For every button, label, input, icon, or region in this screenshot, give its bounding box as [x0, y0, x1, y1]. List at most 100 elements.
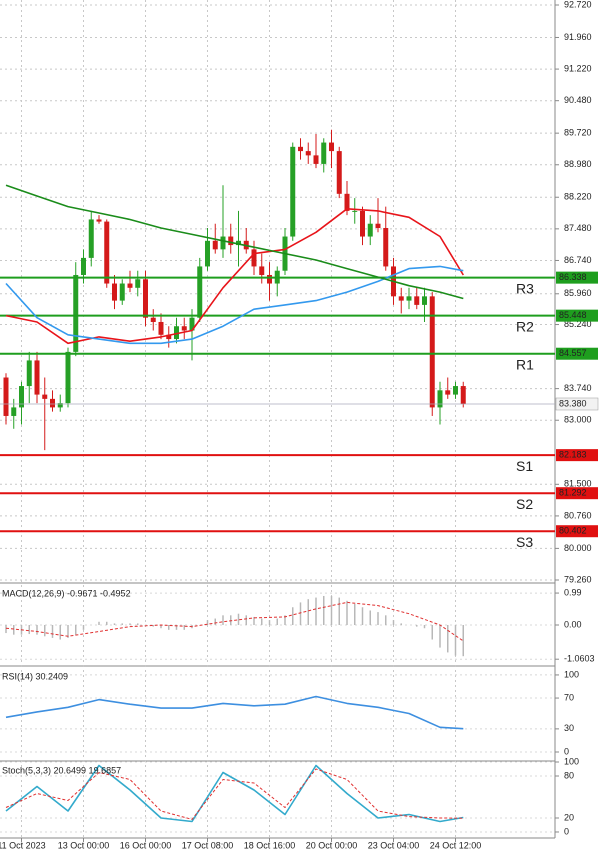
- y-tick-label: 80.000: [564, 543, 592, 553]
- candle-body: [267, 274, 272, 284]
- level-price-box: [556, 449, 598, 462]
- x-tick-label: 18 Oct 16:00: [244, 840, 296, 850]
- level-price-box: [556, 347, 598, 360]
- y-tick-label: 83.000: [564, 415, 592, 425]
- candle-body: [228, 236, 234, 246]
- x-tick-label: 23 Oct 04:00: [368, 840, 420, 850]
- level-price: 85.448: [559, 310, 587, 320]
- panel-title: Stoch(5,3,3) 20.6499 19.6857: [2, 765, 121, 775]
- candle-body: [251, 249, 257, 267]
- level-name: R1: [516, 356, 534, 372]
- y-tick-label: 100: [564, 669, 579, 679]
- y-tick-label: 91.960: [564, 32, 592, 42]
- panel-title: RSI(14) 30.2409: [2, 671, 68, 681]
- y-tick-label: 88.980: [564, 159, 592, 169]
- candle-body: [11, 407, 17, 416]
- level-name: S2: [516, 496, 533, 512]
- candle-body: [143, 279, 148, 318]
- candle-body: [73, 274, 79, 352]
- candle-body: [88, 219, 94, 258]
- y-tick-label: 86.740: [564, 255, 592, 265]
- indicator-line: [5, 695, 464, 730]
- indicator-line: [5, 265, 464, 345]
- candle-body: [174, 326, 179, 340]
- indicator-line: [5, 208, 464, 345]
- candle-body: [414, 296, 420, 305]
- level-name: R2: [516, 318, 534, 334]
- y-tick-label: 91.220: [564, 63, 592, 73]
- candle-body: [189, 317, 195, 331]
- candle-body: [197, 266, 203, 318]
- y-tick-label: 87.480: [564, 223, 592, 233]
- candle-body: [166, 334, 172, 340]
- candle-body: [406, 296, 412, 301]
- candle-body: [429, 296, 435, 408]
- candle-body: [65, 351, 71, 404]
- y-tick-label: 92.720: [564, 0, 592, 9]
- y-tick-label: 70: [564, 692, 574, 702]
- candle-body: [367, 223, 373, 237]
- candle-body: [383, 227, 389, 267]
- candle-body: [205, 240, 210, 267]
- y-tick-label: 85.960: [564, 288, 592, 298]
- candle-body: [135, 279, 141, 288]
- candle-body: [437, 390, 443, 408]
- signal-line: [5, 768, 464, 820]
- y-tick-label: 80.760: [564, 510, 592, 520]
- signal-line: [5, 601, 464, 642]
- level-price: 86.338: [559, 272, 587, 282]
- candle-body: [298, 146, 303, 152]
- x-tick-label: 16 Oct 00:00: [120, 840, 172, 850]
- candle-body: [50, 398, 55, 408]
- candle-body: [422, 296, 427, 305]
- candle-body: [344, 193, 350, 211]
- level-name: R3: [516, 280, 534, 296]
- x-tick-label: 24 Oct 12:00: [430, 840, 482, 850]
- y-tick-label: 79.260: [564, 574, 592, 584]
- candle-body: [313, 155, 319, 164]
- y-tick-label: 85.240: [564, 319, 592, 329]
- level-name: S1: [516, 458, 533, 474]
- candle-body: [119, 283, 125, 301]
- level-price-box: [556, 487, 598, 500]
- x-tick-label: 20 Oct 00:00: [306, 840, 358, 850]
- candle-body: [96, 219, 102, 222]
- candle-body: [329, 142, 334, 152]
- candle-body: [336, 151, 342, 194]
- level-price-box: [556, 525, 598, 538]
- x-tick-label: 11 Oct 2023: [0, 840, 46, 850]
- candle-body: [26, 360, 32, 387]
- y-tick-label: 0: [564, 826, 569, 836]
- candle-body: [104, 221, 110, 284]
- candle-body: [305, 151, 311, 156]
- y-tick-label: 0.00: [564, 619, 582, 629]
- y-tick-label: 81.500: [564, 479, 592, 489]
- level-price-box: [556, 309, 598, 322]
- y-tick-label: 20: [564, 812, 574, 822]
- candle-body: [453, 386, 458, 395]
- y-tick-label: 90.480: [564, 95, 592, 105]
- last-price-box: [555, 397, 599, 411]
- candle-body: [259, 266, 265, 275]
- candle-body: [290, 146, 296, 237]
- y-tick-label: 80: [564, 770, 574, 780]
- candle-body: [127, 283, 133, 288]
- candle-body: [158, 321, 164, 335]
- indicator-line: [5, 184, 464, 300]
- candle-body: [112, 283, 117, 301]
- level-name: S3: [516, 534, 533, 550]
- x-tick-label: 13 Oct 00:00: [58, 840, 110, 850]
- y-tick-label: 30: [564, 723, 574, 733]
- candle-body: [460, 386, 466, 404]
- y-tick-label: 89.720: [564, 128, 592, 138]
- level-price: 84.557: [559, 348, 587, 358]
- candle-body: [236, 240, 241, 246]
- candle-body: [375, 223, 381, 228]
- candle-body: [321, 142, 327, 164]
- y-tick-label: 83.740: [564, 383, 592, 393]
- level-price: 81.292: [559, 488, 587, 498]
- y-tick-label: 0.99: [564, 587, 582, 597]
- x-tick-label: 17 Oct 08:00: [182, 840, 234, 850]
- candle-body: [3, 377, 9, 416]
